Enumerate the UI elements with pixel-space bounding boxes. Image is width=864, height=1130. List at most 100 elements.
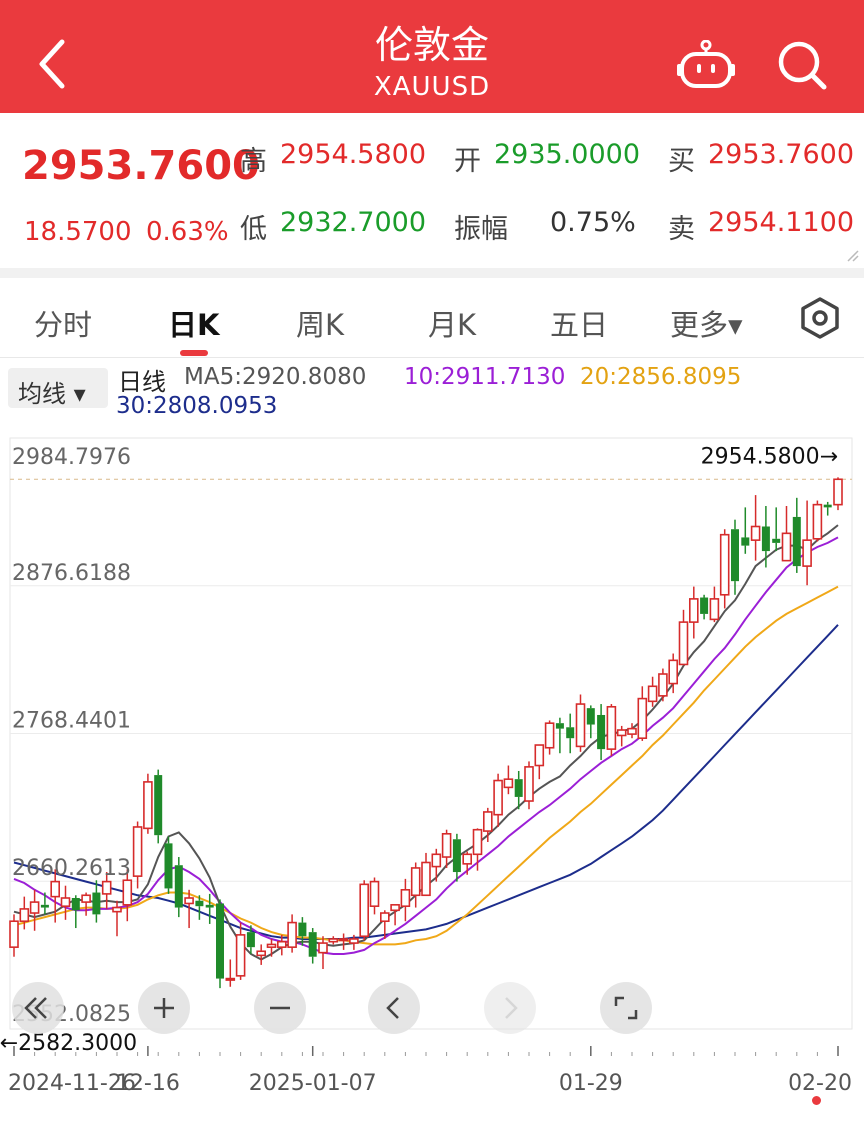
candle [441,829,452,868]
candle [606,704,617,756]
section-divider [0,268,864,278]
tab-more[interactable]: 更多▾ [670,308,743,342]
candle [668,653,679,694]
candle [328,936,339,945]
candle [534,744,545,780]
candle [482,807,493,842]
candle [503,765,514,795]
candle [174,857,183,918]
candle [709,586,720,623]
sell-value: 2954.1100 [708,207,855,238]
candle [359,880,370,941]
candlestick-chart[interactable]: 2984.79762876.61882768.44012660.26132552… [0,420,864,1110]
candle [544,720,555,755]
candle [112,900,122,937]
page-title: 伦敦金 [374,23,489,67]
candle [400,878,411,922]
zoom-out-button[interactable] [254,982,306,1034]
candle [647,676,658,707]
x-tick-label: 2024-11-26 [8,1071,136,1096]
candle [40,892,49,915]
tab-five-day[interactable]: 五日 [550,308,609,342]
candle [184,889,194,929]
candle [741,507,750,554]
candle [379,910,390,939]
candle [792,497,801,573]
active-tab-indicator [180,350,208,356]
candle [19,896,30,930]
tab-intraday[interactable]: 分时 [34,308,93,342]
scroll-right-button[interactable] [484,982,536,1034]
candle [719,529,730,609]
y-tick-label: 2660.2613 [12,856,131,881]
candle [700,594,709,620]
max-price-label: 2954.5800→ [701,444,838,469]
indicator-selector[interactable]: 均线 ▾ [8,368,108,408]
zoom-out-icon [270,1006,290,1010]
tab-daily-k[interactable]: 日K [168,308,220,342]
candle [678,609,689,666]
candle [514,770,523,810]
candle [164,836,173,894]
candle [731,519,739,595]
candle [462,851,473,875]
candle [616,725,627,747]
back-chevron-left-icon[interactable] [30,34,76,94]
zoom-in-button[interactable] [138,982,190,1034]
high-value: 2954.5800 [280,139,427,170]
hexagon-settings-icon[interactable] [798,296,842,340]
candle [772,507,781,552]
candle [823,501,832,516]
period-label: 日线 [118,368,166,396]
search-icon[interactable] [774,38,830,92]
fullscreen-button[interactable] [600,982,652,1034]
price-change: 18.5700 [24,217,132,247]
candle [246,925,255,954]
candle [29,889,40,931]
scroll-left-button[interactable] [368,982,420,1034]
chevron-left-icon [386,997,399,1019]
candle [71,895,80,929]
buy-value: 2953.7600 [708,139,855,170]
y-tick-label: 2876.6188 [12,561,131,586]
ma10-readout: 10:2911.7130 [404,364,566,390]
candle [421,852,431,897]
candle [390,904,400,926]
candle [452,833,461,882]
candle [637,686,648,741]
y-tick-label: 2768.4401 [12,708,131,733]
ma30-readout: 30:2808.0953 [116,393,278,419]
buy-label: 买 [668,146,695,177]
candle [761,506,770,568]
candle [658,668,668,702]
candle [50,869,61,923]
candle [627,723,637,739]
candle [9,914,19,957]
candle [195,895,204,920]
tab-weekly-k[interactable]: 周K [296,308,345,342]
x-tick-label: 02-20 [788,1071,852,1096]
period-tabs: 分时 日K 周K 月K 五日 更多▾ [0,278,864,358]
scroll-start-button[interactable] [12,982,64,1034]
x-tick-label: 2025-01-07 [249,1071,377,1096]
candle [205,893,214,924]
last-price: 2953.7600 [22,143,260,189]
candle [586,705,595,739]
robot-icon[interactable] [676,40,736,90]
min-price-label: ←2582.3000 [0,1031,137,1056]
amplitude-label: 振幅 [454,214,508,245]
candle [575,694,586,752]
candle [225,959,236,987]
ma20-readout: 20:2856.8095 [580,364,742,390]
candle [750,495,761,561]
candle [287,914,297,953]
candle [833,477,843,511]
tab-monthly-k[interactable]: 月K [428,308,477,342]
x-tick-label: 12-16 [116,1071,180,1096]
candle [81,892,91,916]
candle [216,899,224,989]
quote-panel: 2953.7600 18.5700 0.63% 高 2954.5800 低 29… [0,113,864,268]
candle [802,500,812,586]
candle [122,869,133,922]
candle [318,936,328,970]
